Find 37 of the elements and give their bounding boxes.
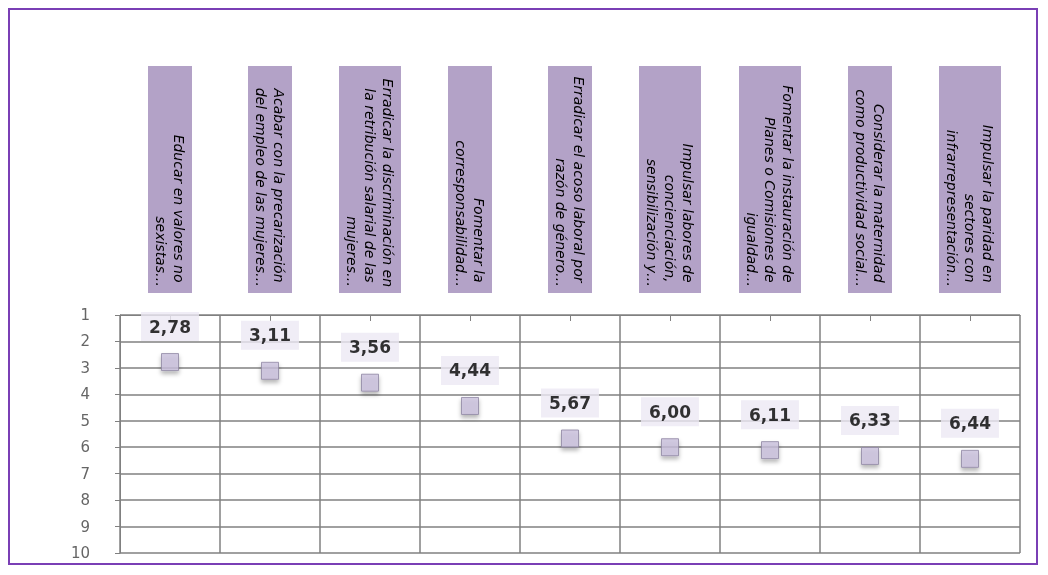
x-tick-label: Considerar la maternidad como productividad social… <box>853 89 887 287</box>
data-label: 2,78 <box>149 316 191 337</box>
data-label: 3,56 <box>349 337 391 358</box>
y-tick-label: 1 <box>80 306 90 324</box>
x-tick-label: Fomentar la instauración de Planes o Comisiones de igualdad… <box>744 85 796 287</box>
x-tick-label: Impulsar labores de concienciación, sensibilización y… <box>644 143 696 287</box>
y-tick-label: 4 <box>80 385 90 404</box>
point <box>261 361 279 380</box>
y-tick-label: 2 <box>80 332 90 351</box>
x-tick-label: Erradicar la discriminación en la retribución salarial de las mujeres… <box>344 78 396 287</box>
point <box>461 396 479 415</box>
y-tick-label: 3 <box>80 358 90 377</box>
y-tick-label: 10 <box>70 544 90 562</box>
point <box>161 353 179 372</box>
point <box>861 446 879 465</box>
data-label: 6,11 <box>749 404 791 425</box>
y-tick-label: 5 <box>80 411 90 430</box>
x-tick-label: Impulsar la paridad en sectores con infrarrepresentación… <box>944 124 996 287</box>
point <box>661 438 679 457</box>
point <box>761 441 779 460</box>
y-tick-label: 7 <box>80 464 90 483</box>
x-tick-label: Fomentar la corresponsabilidad… <box>453 140 487 287</box>
data-label: 4,44 <box>449 360 492 381</box>
x-tick-label: Educar en valores no sexistas… <box>153 134 187 287</box>
y-tick-label: 8 <box>80 491 90 510</box>
data-label: 5,67 <box>549 393 591 413</box>
y-tick-label: 9 <box>80 517 90 536</box>
x-tick-label: Acabar con la precarización del empleo de las mujeres… <box>253 87 287 287</box>
x-tick-label: Erradicar el acoso laboral por razón de género… <box>553 76 587 287</box>
y-tick-label: 6 <box>80 438 90 457</box>
data-label: 6,44 <box>949 413 992 434</box>
point <box>361 373 379 392</box>
data-label: 6,00 <box>649 401 692 422</box>
point <box>961 449 979 468</box>
data-label: 6,33 <box>849 410 891 431</box>
point <box>561 429 579 448</box>
data-label: 3,11 <box>249 325 291 346</box>
